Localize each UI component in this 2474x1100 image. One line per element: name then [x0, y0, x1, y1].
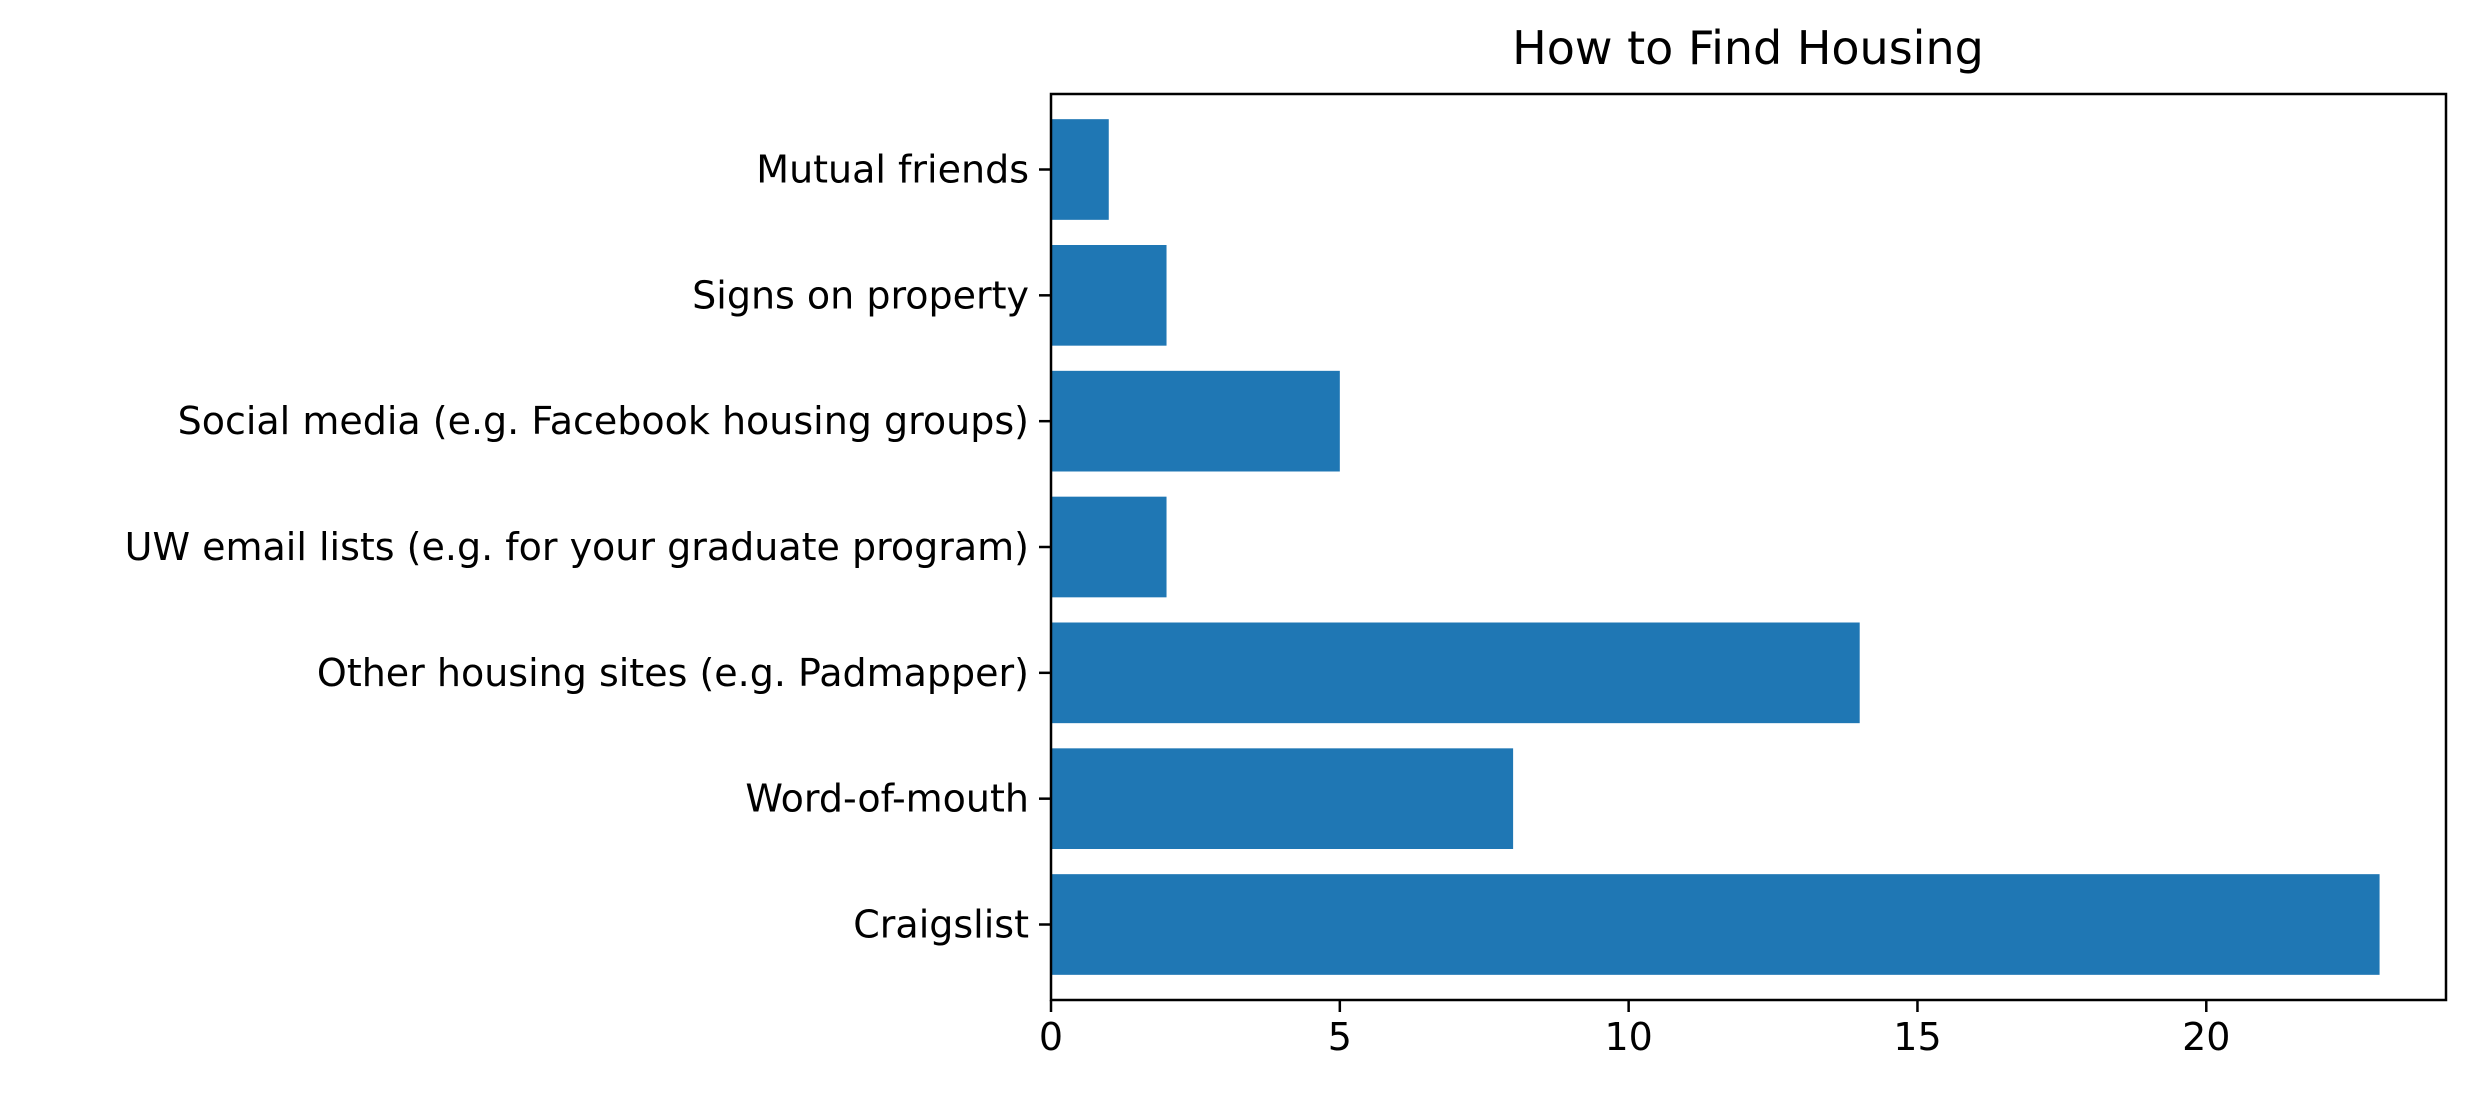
- y-tick-label: Signs on property: [692, 273, 1029, 317]
- chart-title: How to Find Housing: [1512, 21, 1984, 75]
- bar-3: [1051, 496, 1167, 598]
- bar-5: [1051, 245, 1167, 346]
- x-tick-label: 10: [1604, 1015, 1652, 1059]
- y-axis: Craigslist Word-of-mouth Other housing sit…: [125, 148, 1051, 947]
- bar-6: [1051, 119, 1109, 220]
- bar-1: [1051, 748, 1514, 849]
- y-tick-label: Other housing sites (e.g. Padmapper): [317, 651, 1029, 695]
- x-axis: 0 5 10 15 20: [1039, 1000, 2230, 1059]
- y-tick-label: Mutual friends: [756, 148, 1029, 192]
- bars-layer: [1051, 119, 2380, 975]
- x-tick-label: 15: [1893, 1015, 1941, 1059]
- y-tick-label: Craigslist: [853, 903, 1029, 947]
- bar-2: [1051, 622, 1860, 724]
- x-tick-label: 5: [1328, 1015, 1352, 1059]
- x-tick-label: 0: [1039, 1015, 1063, 1059]
- y-tick-label: UW email lists (e.g. for your graduate p…: [125, 525, 1029, 569]
- bar-4: [1051, 370, 1340, 472]
- bar-0: [1051, 874, 2380, 975]
- y-tick-label: Social media (e.g. Facebook housing grou…: [178, 399, 1029, 443]
- y-tick-label: Word-of-mouth: [745, 777, 1029, 821]
- x-tick-label: 20: [2182, 1015, 2230, 1059]
- plot-area-frame: [1049, 92, 2448, 1002]
